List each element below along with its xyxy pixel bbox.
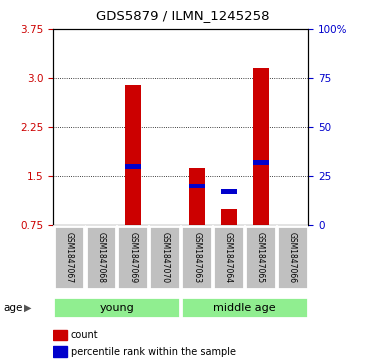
Text: GDS5879 / ILMN_1245258: GDS5879 / ILMN_1245258 — [96, 9, 269, 22]
Text: percentile rank within the sample: percentile rank within the sample — [71, 347, 236, 356]
Bar — [53, 330, 67, 340]
Text: ▶: ▶ — [24, 303, 31, 313]
Text: age: age — [4, 303, 23, 313]
FancyBboxPatch shape — [85, 227, 116, 289]
Text: middle age: middle age — [213, 303, 276, 313]
Bar — [220, 189, 237, 194]
FancyBboxPatch shape — [53, 297, 180, 318]
Text: GSM1847063: GSM1847063 — [192, 232, 201, 283]
Text: GSM1847064: GSM1847064 — [224, 232, 233, 283]
Bar — [253, 160, 269, 165]
Bar — [125, 164, 141, 168]
Bar — [189, 184, 205, 188]
Text: GSM1847067: GSM1847067 — [64, 232, 73, 283]
FancyBboxPatch shape — [277, 227, 308, 289]
Text: GSM1847065: GSM1847065 — [256, 232, 265, 283]
Text: GSM1847070: GSM1847070 — [160, 232, 169, 283]
FancyBboxPatch shape — [245, 227, 276, 289]
Text: GSM1847066: GSM1847066 — [288, 232, 297, 283]
FancyBboxPatch shape — [181, 227, 212, 289]
Text: count: count — [71, 330, 99, 340]
Bar — [125, 85, 141, 225]
FancyBboxPatch shape — [118, 227, 148, 289]
Bar — [53, 346, 67, 357]
Text: GSM1847069: GSM1847069 — [128, 232, 137, 283]
Text: young: young — [99, 303, 134, 313]
FancyBboxPatch shape — [149, 227, 180, 289]
FancyBboxPatch shape — [181, 297, 308, 318]
Bar — [253, 68, 269, 225]
FancyBboxPatch shape — [213, 227, 244, 289]
Bar — [189, 168, 205, 225]
Text: GSM1847068: GSM1847068 — [96, 232, 105, 283]
FancyBboxPatch shape — [54, 227, 84, 289]
Bar — [220, 209, 237, 225]
